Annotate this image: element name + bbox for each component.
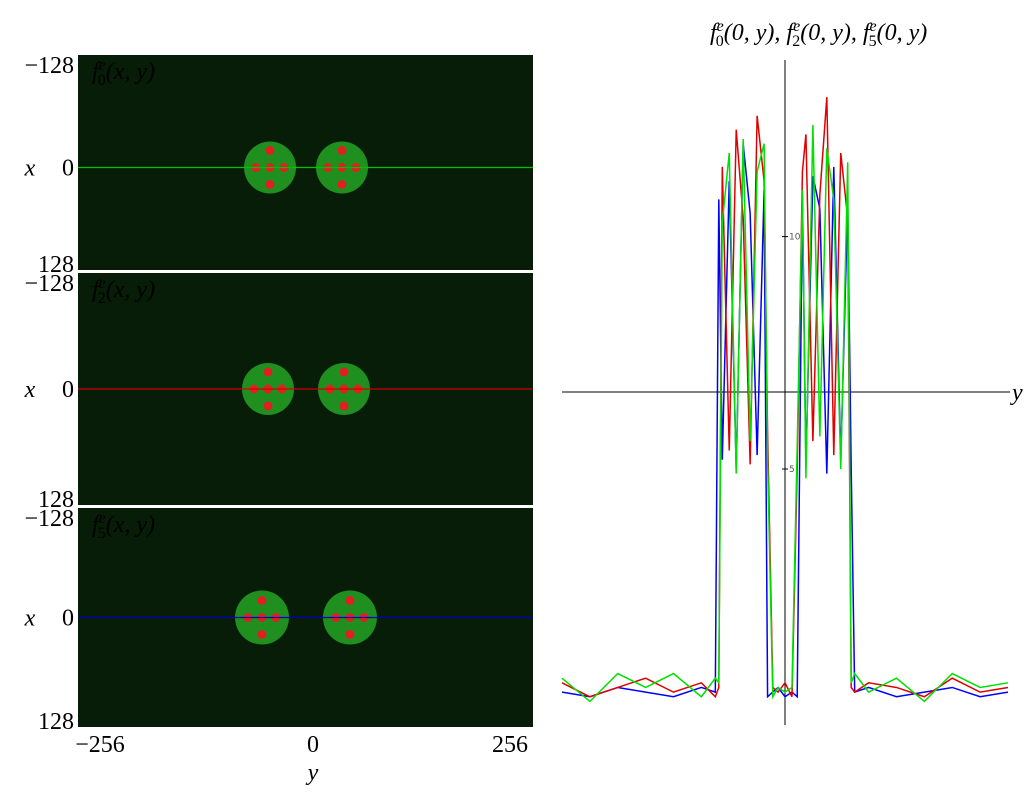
spot — [337, 146, 347, 155]
y-tick-label: 0 — [62, 606, 74, 632]
args: (0, y), — [724, 20, 781, 46]
spot — [265, 180, 275, 189]
spot — [345, 596, 355, 605]
superscript: e — [717, 18, 724, 35]
spot — [257, 596, 267, 605]
func: f — [92, 59, 102, 85]
y-tick-label: −128 — [24, 53, 74, 79]
spot — [257, 630, 267, 639]
y-tick-label: 10 — [789, 233, 801, 243]
args: (0, y) — [877, 20, 928, 46]
x-tick-label: −256 — [75, 732, 125, 758]
y-axis-label: x — [24, 377, 36, 403]
chart-title-text: fe 0(0, y), fe 2(0, y), fe 5(0, y) — [710, 18, 927, 50]
series-line — [561, 97, 1009, 699]
x-tick-label: 0 — [307, 732, 319, 758]
y-tick-label: −128 — [24, 271, 74, 297]
func: f — [786, 20, 796, 46]
spot — [263, 401, 273, 411]
superscript: e — [99, 275, 106, 292]
spot — [339, 367, 349, 377]
func: f — [863, 20, 873, 46]
superscript: e — [793, 18, 800, 35]
math-label: fe 5(x, y) — [92, 510, 155, 542]
subscript: 5 — [98, 525, 106, 542]
superscript: e — [870, 18, 877, 35]
series-line — [561, 125, 1009, 703]
chart-title: fe 0(0, y), fe 2(0, y), fe 5(0, y) — [710, 18, 927, 50]
y-tick-label: 128 — [38, 709, 74, 735]
func: f — [92, 512, 102, 538]
subscript: 0 — [716, 33, 724, 50]
y-tick-label: 0 — [62, 156, 74, 182]
x-axis-label: y — [1010, 380, 1023, 406]
spot — [263, 367, 273, 377]
y-tick-label: 5 — [789, 465, 795, 475]
args: (x, y) — [106, 59, 155, 85]
spot — [337, 180, 347, 189]
subscript: 0 — [98, 72, 106, 89]
superscript: e — [99, 510, 106, 527]
spot — [265, 146, 275, 155]
args: (x, y) — [106, 277, 155, 303]
x-axis-label: y — [306, 760, 319, 786]
spot — [345, 630, 355, 639]
args: (x, y) — [106, 512, 155, 538]
superscript: e — [99, 57, 106, 74]
func: f — [710, 20, 720, 46]
args: (0, y), — [800, 20, 857, 46]
y-tick-label: −128 — [24, 506, 74, 532]
image-panel — [78, 55, 533, 270]
subscript: 2 — [98, 290, 106, 307]
y-tick-label: 128 — [38, 252, 74, 278]
subscript: 2 — [792, 33, 800, 50]
y-tick-label: 0 — [62, 377, 74, 403]
subscript: 5 — [869, 33, 877, 50]
y-axis-label: x — [24, 156, 36, 182]
math-label: fe 0(x, y) — [92, 57, 155, 89]
spot — [339, 401, 349, 411]
y-axis-label: x — [24, 606, 36, 632]
x-tick-label: 256 — [492, 732, 528, 758]
math-label: fe 2(x, y) — [92, 275, 155, 307]
y-tick-label: 128 — [38, 487, 74, 513]
func: f — [92, 277, 102, 303]
